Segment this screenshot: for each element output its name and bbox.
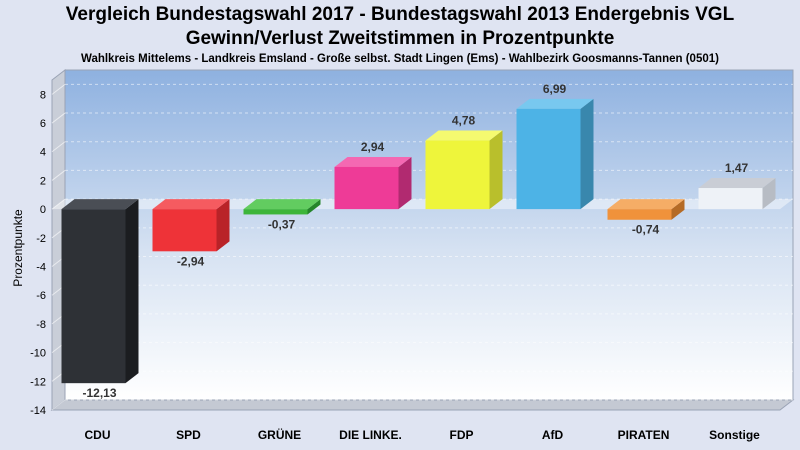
- bar-front: [607, 209, 672, 220]
- bar: [243, 199, 321, 215]
- bar-front: [425, 140, 490, 210]
- x-tick-label: DIE LINKE.: [339, 428, 402, 442]
- data-label: -0,74: [632, 223, 660, 237]
- bar-front: [698, 188, 763, 210]
- y-tick-label: -2: [36, 233, 46, 245]
- x-tick-label: SPD: [176, 428, 201, 442]
- gridline-side: [51, 170, 66, 181]
- y-tick-label: 4: [40, 147, 46, 159]
- data-label: -12,13: [82, 386, 116, 400]
- x-tick-label: AfD: [542, 428, 564, 442]
- gridline-side: [51, 83, 66, 95]
- bar: [607, 199, 685, 220]
- bar: [698, 178, 776, 210]
- bar-side: [125, 199, 139, 384]
- bar-front: [334, 166, 399, 210]
- y-tick-label: -8: [36, 319, 46, 331]
- y-tick-label: -14: [30, 405, 46, 417]
- bar-top: [334, 156, 412, 167]
- bar: [334, 156, 412, 210]
- y-tick-label: 2: [40, 175, 46, 187]
- chart-location-caption: Wahlkreis Mittelems - Landkreis Emsland …: [81, 53, 719, 65]
- zero-plane: [52, 199, 793, 210]
- bar-side: [762, 178, 776, 210]
- y-axis-label: Prozentpunkte: [11, 209, 25, 287]
- bar-front: [243, 209, 308, 215]
- bar: [152, 199, 230, 252]
- bar-top: [61, 199, 139, 210]
- bar-side: [307, 199, 321, 215]
- bar-side: [580, 98, 594, 210]
- plot-floor: [50, 399, 795, 411]
- data-label: 2,94: [361, 140, 385, 154]
- bar: [61, 199, 139, 384]
- gridline-side: [51, 112, 66, 124]
- data-label: -0,37: [268, 217, 296, 231]
- data-label: 1,47: [725, 161, 749, 175]
- bar: [425, 130, 503, 210]
- y-tick-label: 8: [40, 89, 46, 101]
- y-tick-label: -4: [36, 262, 46, 274]
- y-tick-label: -12: [30, 376, 46, 388]
- y-tick-label: -10: [30, 348, 46, 360]
- bar: [516, 98, 594, 210]
- x-tick-label: FDP: [450, 428, 474, 442]
- x-tick-label: CDU: [85, 428, 111, 442]
- bar-top: [698, 178, 776, 189]
- data-label: 4,78: [452, 114, 476, 128]
- bar-side: [398, 156, 412, 210]
- bar-top: [243, 199, 321, 210]
- gridline-side: [51, 198, 66, 210]
- x-tick-label: PIRATEN: [618, 428, 670, 442]
- bar-top: [516, 98, 594, 109]
- chart-subtitle: Gewinn/Verlust Zweitstimmen in Prozentpu…: [185, 28, 615, 49]
- bar-front: [61, 209, 126, 384]
- x-tick-label: GRÜNE: [258, 427, 301, 442]
- data-label: -2,94: [177, 254, 205, 268]
- bar-top: [607, 199, 685, 210]
- data-label: 6,99: [543, 82, 567, 96]
- y-tick-label: -6: [36, 290, 46, 302]
- chart-title: Vergleich Bundestagswahl 2017 - Bundesta…: [65, 4, 735, 25]
- bar-front: [152, 209, 217, 252]
- bar-top: [152, 199, 230, 210]
- bar-top: [425, 130, 503, 141]
- bar-side: [671, 199, 685, 220]
- gridline-side: [51, 141, 66, 153]
- x-tick-label: Sonstige: [709, 428, 760, 442]
- y-tick-label: 6: [40, 118, 46, 130]
- bar-side: [216, 199, 230, 252]
- gridline-side: [51, 399, 66, 411]
- y-tick-label: 0: [40, 204, 46, 216]
- bar-side: [489, 130, 503, 210]
- bar-front: [516, 108, 581, 210]
